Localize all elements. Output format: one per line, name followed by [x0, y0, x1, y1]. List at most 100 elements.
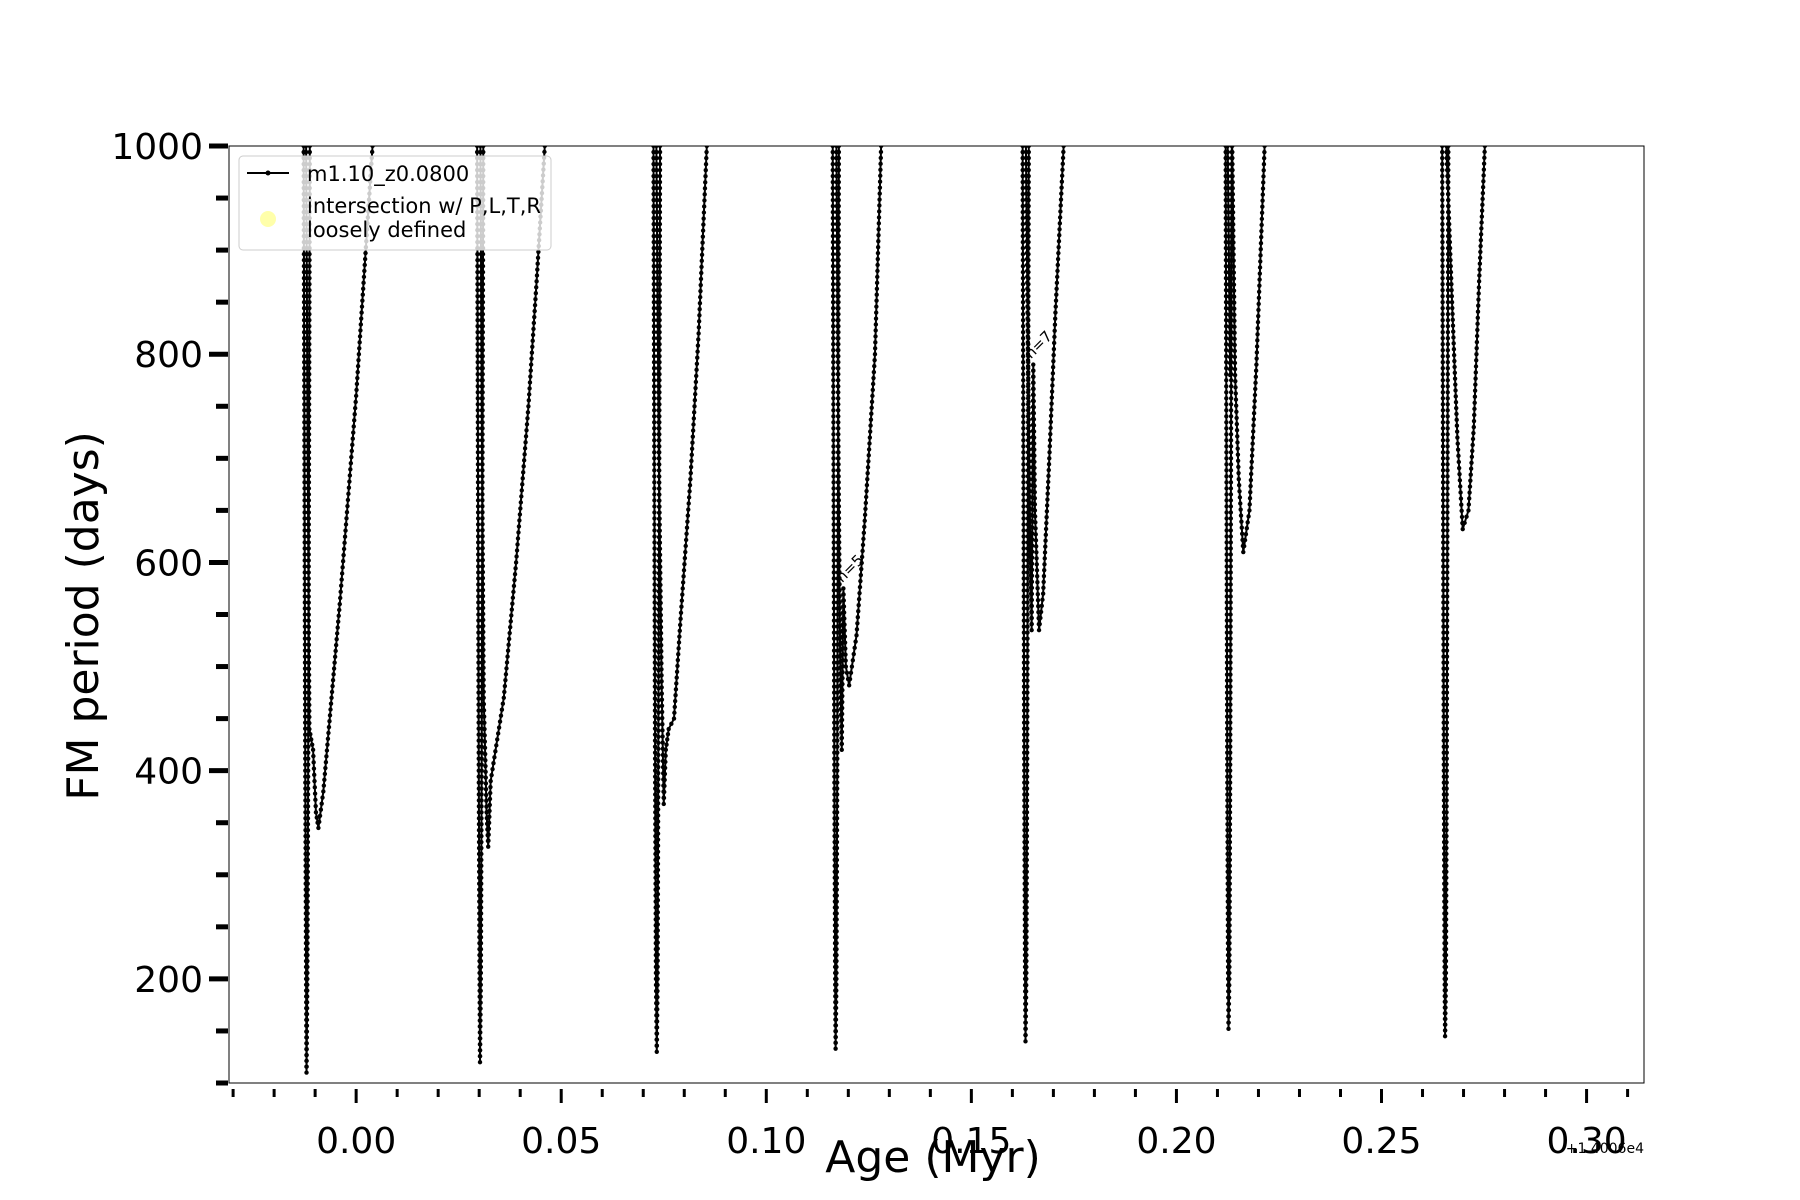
data-point: [483, 769, 488, 775]
data-point: [834, 893, 839, 898]
data-point: [1021, 420, 1026, 425]
data-point: [1230, 216, 1236, 221]
data-point: [1227, 923, 1232, 928]
data-point: [481, 695, 486, 700]
data-point: [479, 402, 484, 407]
data-point: [531, 326, 536, 332]
data-point: [514, 554, 519, 559]
data-point: [1440, 432, 1446, 437]
data-point: [1443, 905, 1449, 910]
data-point: [839, 735, 845, 741]
data-point: [1024, 964, 1029, 970]
data-point: [1024, 256, 1030, 262]
data-point: [535, 255, 541, 261]
data-point: [1441, 582, 1446, 587]
data-point: [305, 964, 310, 970]
data-point: [1023, 155, 1029, 161]
data-point: [652, 444, 657, 449]
data-point: [1224, 600, 1230, 605]
data-point: [1224, 438, 1229, 443]
data-point: [1449, 299, 1455, 305]
data-point: [475, 275, 480, 281]
data-point: [651, 233, 656, 239]
data-point: [830, 203, 836, 209]
data-point: [302, 390, 307, 395]
data-point: [834, 155, 839, 161]
data-point: [1445, 462, 1450, 467]
data-point: [1227, 762, 1233, 767]
data-point: [1444, 720, 1450, 725]
data-point: [1238, 513, 1244, 518]
data-point: [832, 732, 837, 737]
data-point: [833, 1046, 838, 1051]
data-point: [488, 784, 493, 790]
data-point: [655, 831, 661, 836]
data-point: [854, 627, 860, 632]
data-point: [1224, 408, 1229, 413]
data-point: [1025, 552, 1030, 557]
data-point: [305, 899, 310, 904]
data-point: [1025, 564, 1030, 569]
data-point: [1227, 839, 1233, 845]
y-axis-label: FM period (days): [58, 431, 109, 801]
data-point: [834, 816, 840, 821]
data-point: [1230, 198, 1236, 203]
data-point: [1024, 929, 1029, 934]
data-point: [1228, 672, 1233, 677]
data-point: [475, 287, 480, 293]
data-point: [1020, 323, 1026, 329]
data-point: [1249, 465, 1254, 471]
data-point: [478, 257, 484, 263]
data-point: [475, 360, 480, 365]
data-point: [655, 372, 661, 377]
data-point: [831, 558, 837, 563]
data-point: [1443, 982, 1449, 987]
data-point: [495, 737, 500, 742]
data-point: [1444, 768, 1449, 773]
data-point: [304, 336, 310, 341]
data-point: [1025, 546, 1030, 551]
data-point: [834, 976, 839, 982]
data-point: [1021, 426, 1026, 431]
data-point: [655, 813, 661, 818]
data-point: [1444, 167, 1450, 173]
data-point: [1444, 654, 1450, 659]
data-point: [1227, 935, 1232, 940]
data-point: [478, 1024, 483, 1029]
data-point: [654, 203, 660, 209]
data-point: [1232, 324, 1237, 330]
data-point: [683, 543, 688, 549]
data-point: [1026, 441, 1032, 446]
data-point: [691, 410, 697, 415]
data-point: [1228, 708, 1233, 713]
data-point: [1452, 364, 1457, 370]
data-point: [690, 440, 695, 445]
data-point: [658, 606, 663, 612]
data-point: [834, 935, 839, 940]
data-point: [1227, 845, 1233, 851]
data-point: [479, 299, 484, 305]
data-point: [302, 384, 307, 389]
data-point: [475, 323, 480, 329]
data-point: [494, 743, 499, 748]
data-point: [834, 940, 839, 946]
data-point: [1224, 672, 1230, 677]
data-point: [1231, 258, 1236, 263]
data-point: [1025, 346, 1031, 351]
data-point: [1443, 993, 1448, 999]
data-point: [321, 789, 326, 794]
data-point: [339, 571, 345, 576]
data-point: [1025, 600, 1030, 605]
data-point: [305, 450, 310, 455]
data-point: [842, 622, 847, 627]
data-point: [1048, 413, 1054, 419]
data-point: [859, 554, 865, 560]
data-point: [1448, 251, 1453, 257]
data-point: [831, 330, 836, 335]
data-point: [1224, 648, 1230, 653]
data-point: [1025, 654, 1030, 659]
data-point: [1043, 544, 1048, 549]
data-point: [1053, 304, 1058, 309]
data-point: [1020, 227, 1026, 233]
data-point: [1024, 845, 1030, 851]
